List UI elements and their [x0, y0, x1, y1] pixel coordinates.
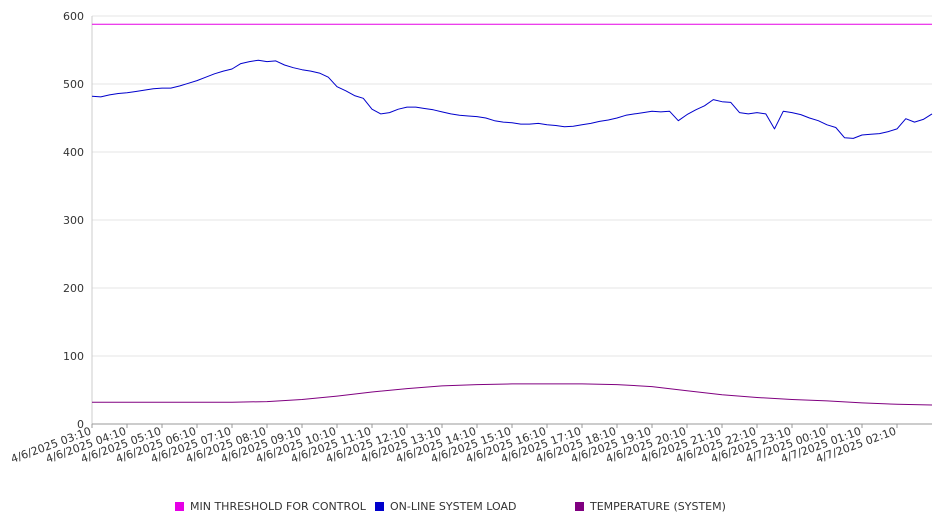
legend-label-system-load: ON-LINE SYSTEM LOAD [390, 499, 517, 513]
legend-swatch-system-load [375, 501, 384, 511]
legend-label-min-threshold: MIN THRESHOLD FOR CONTROL [190, 499, 366, 513]
y-tick-labels: 0 100 200 300 400 500 600 [63, 10, 84, 431]
y-tick-label: 100 [63, 350, 84, 363]
x-tick-labels: 4/6/2025 03:104/6/2025 04:104/6/2025 05:… [9, 425, 898, 466]
y-tick-label: 500 [63, 78, 84, 91]
gridlines [92, 15, 932, 357]
system-load-line [91, 59, 933, 139]
legend-item-min-threshold[interactable]: MIN THRESHOLD FOR CONTROL [175, 498, 366, 514]
legend-item-temperature[interactable]: TEMPERATURE (SYSTEM) [575, 498, 726, 514]
legend-item-system-load[interactable]: ON-LINE SYSTEM LOAD [375, 498, 516, 514]
y-tick-label: 600 [63, 10, 84, 23]
series-layer [91, 23, 933, 406]
legend-swatch-min-threshold [175, 501, 184, 511]
temperature-line [92, 383, 933, 406]
y-tick-label: 300 [63, 214, 84, 227]
legend-label-temperature: TEMPERATURE (SYSTEM) [590, 499, 726, 513]
legend-swatch-temperature [575, 501, 584, 511]
y-tick-label: 400 [63, 146, 84, 159]
y-tick-label: 0 [77, 418, 84, 431]
axes [91, 16, 932, 428]
y-tick-label: 200 [63, 282, 84, 295]
